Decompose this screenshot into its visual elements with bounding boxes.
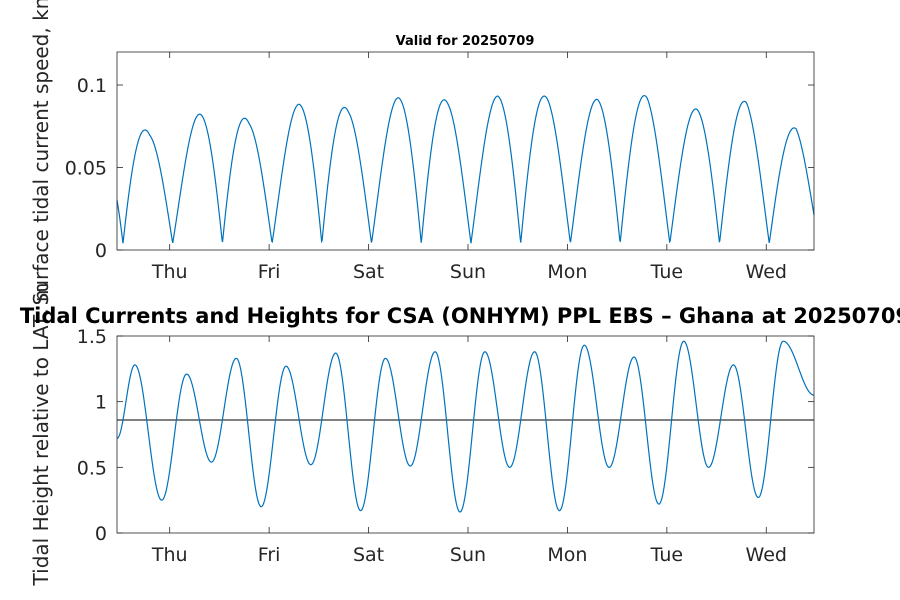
tidal-height-x-tick-label: Sun — [450, 544, 486, 566]
tidal-height-y-axis-label: Tidal Height relative to LAT, m — [29, 283, 53, 587]
current-speed-series-line — [116, 95, 815, 244]
tidal-height-x-tick-label: Mon — [547, 544, 587, 566]
tidal-height-series-line — [116, 340, 815, 513]
current-speed-x-tick-label: Sat — [353, 261, 384, 283]
current-speed-x-tick-label: Fri — [258, 261, 281, 283]
tidal-height-y-tick-label: 0.5 — [77, 457, 107, 479]
tidal-height-x-tick-label: Fri — [258, 544, 281, 566]
current-speed-x-tick-label: Sun — [450, 261, 486, 283]
current-speed-x-tick-label: Thu — [151, 261, 188, 283]
tidal-height-x-tick-label: Sat — [353, 544, 384, 566]
current-speed-plot-area — [117, 52, 814, 250]
tidal-height-x-tick-label: Tue — [650, 544, 683, 566]
current-speed-panel: Valid for 20250709 Thu Fri Sat Sun Mon Tue Wed… — [29, 0, 815, 305]
current-speed-chart-title: Valid for 20250709 — [396, 34, 535, 49]
current-speed-y-tick-label: 0.05 — [65, 158, 107, 180]
current-speed-x-tick-label: Wed — [746, 261, 787, 283]
current-speed-y-axis-label: Surface tidal current speed, kn — [29, 0, 53, 305]
tidal-height-y-tick-label: 1.5 — [77, 326, 107, 348]
tidal-height-x-tick-label: Thu — [151, 544, 188, 566]
current-speed-y-tick-label: 0 — [95, 240, 107, 262]
tidal-height-plot-frame — [116, 335, 815, 534]
tidal-height-x-tick-label: Wed — [746, 544, 787, 566]
tidal-height-y-tick-label: 0 — [95, 523, 107, 545]
current-speed-y-tick-label: 0.1 — [77, 75, 107, 97]
tidal-height-panel: Thu Fri Sat Sun Mon Tue Wed 0 0.5 1 1.5 Tidal Hei… — [20, 283, 900, 587]
tidal-height-y-tick-label: 1 — [95, 392, 107, 414]
tidal-height-chart-title: Tidal Currents and Heights for CSA (ONHY… — [20, 304, 900, 328]
tidal-height-plot-area — [117, 336, 814, 533]
current-speed-x-tick-label: Tue — [650, 261, 683, 283]
current-speed-plot-frame — [116, 51, 815, 251]
current-speed-x-tick-label: Mon — [547, 261, 587, 283]
